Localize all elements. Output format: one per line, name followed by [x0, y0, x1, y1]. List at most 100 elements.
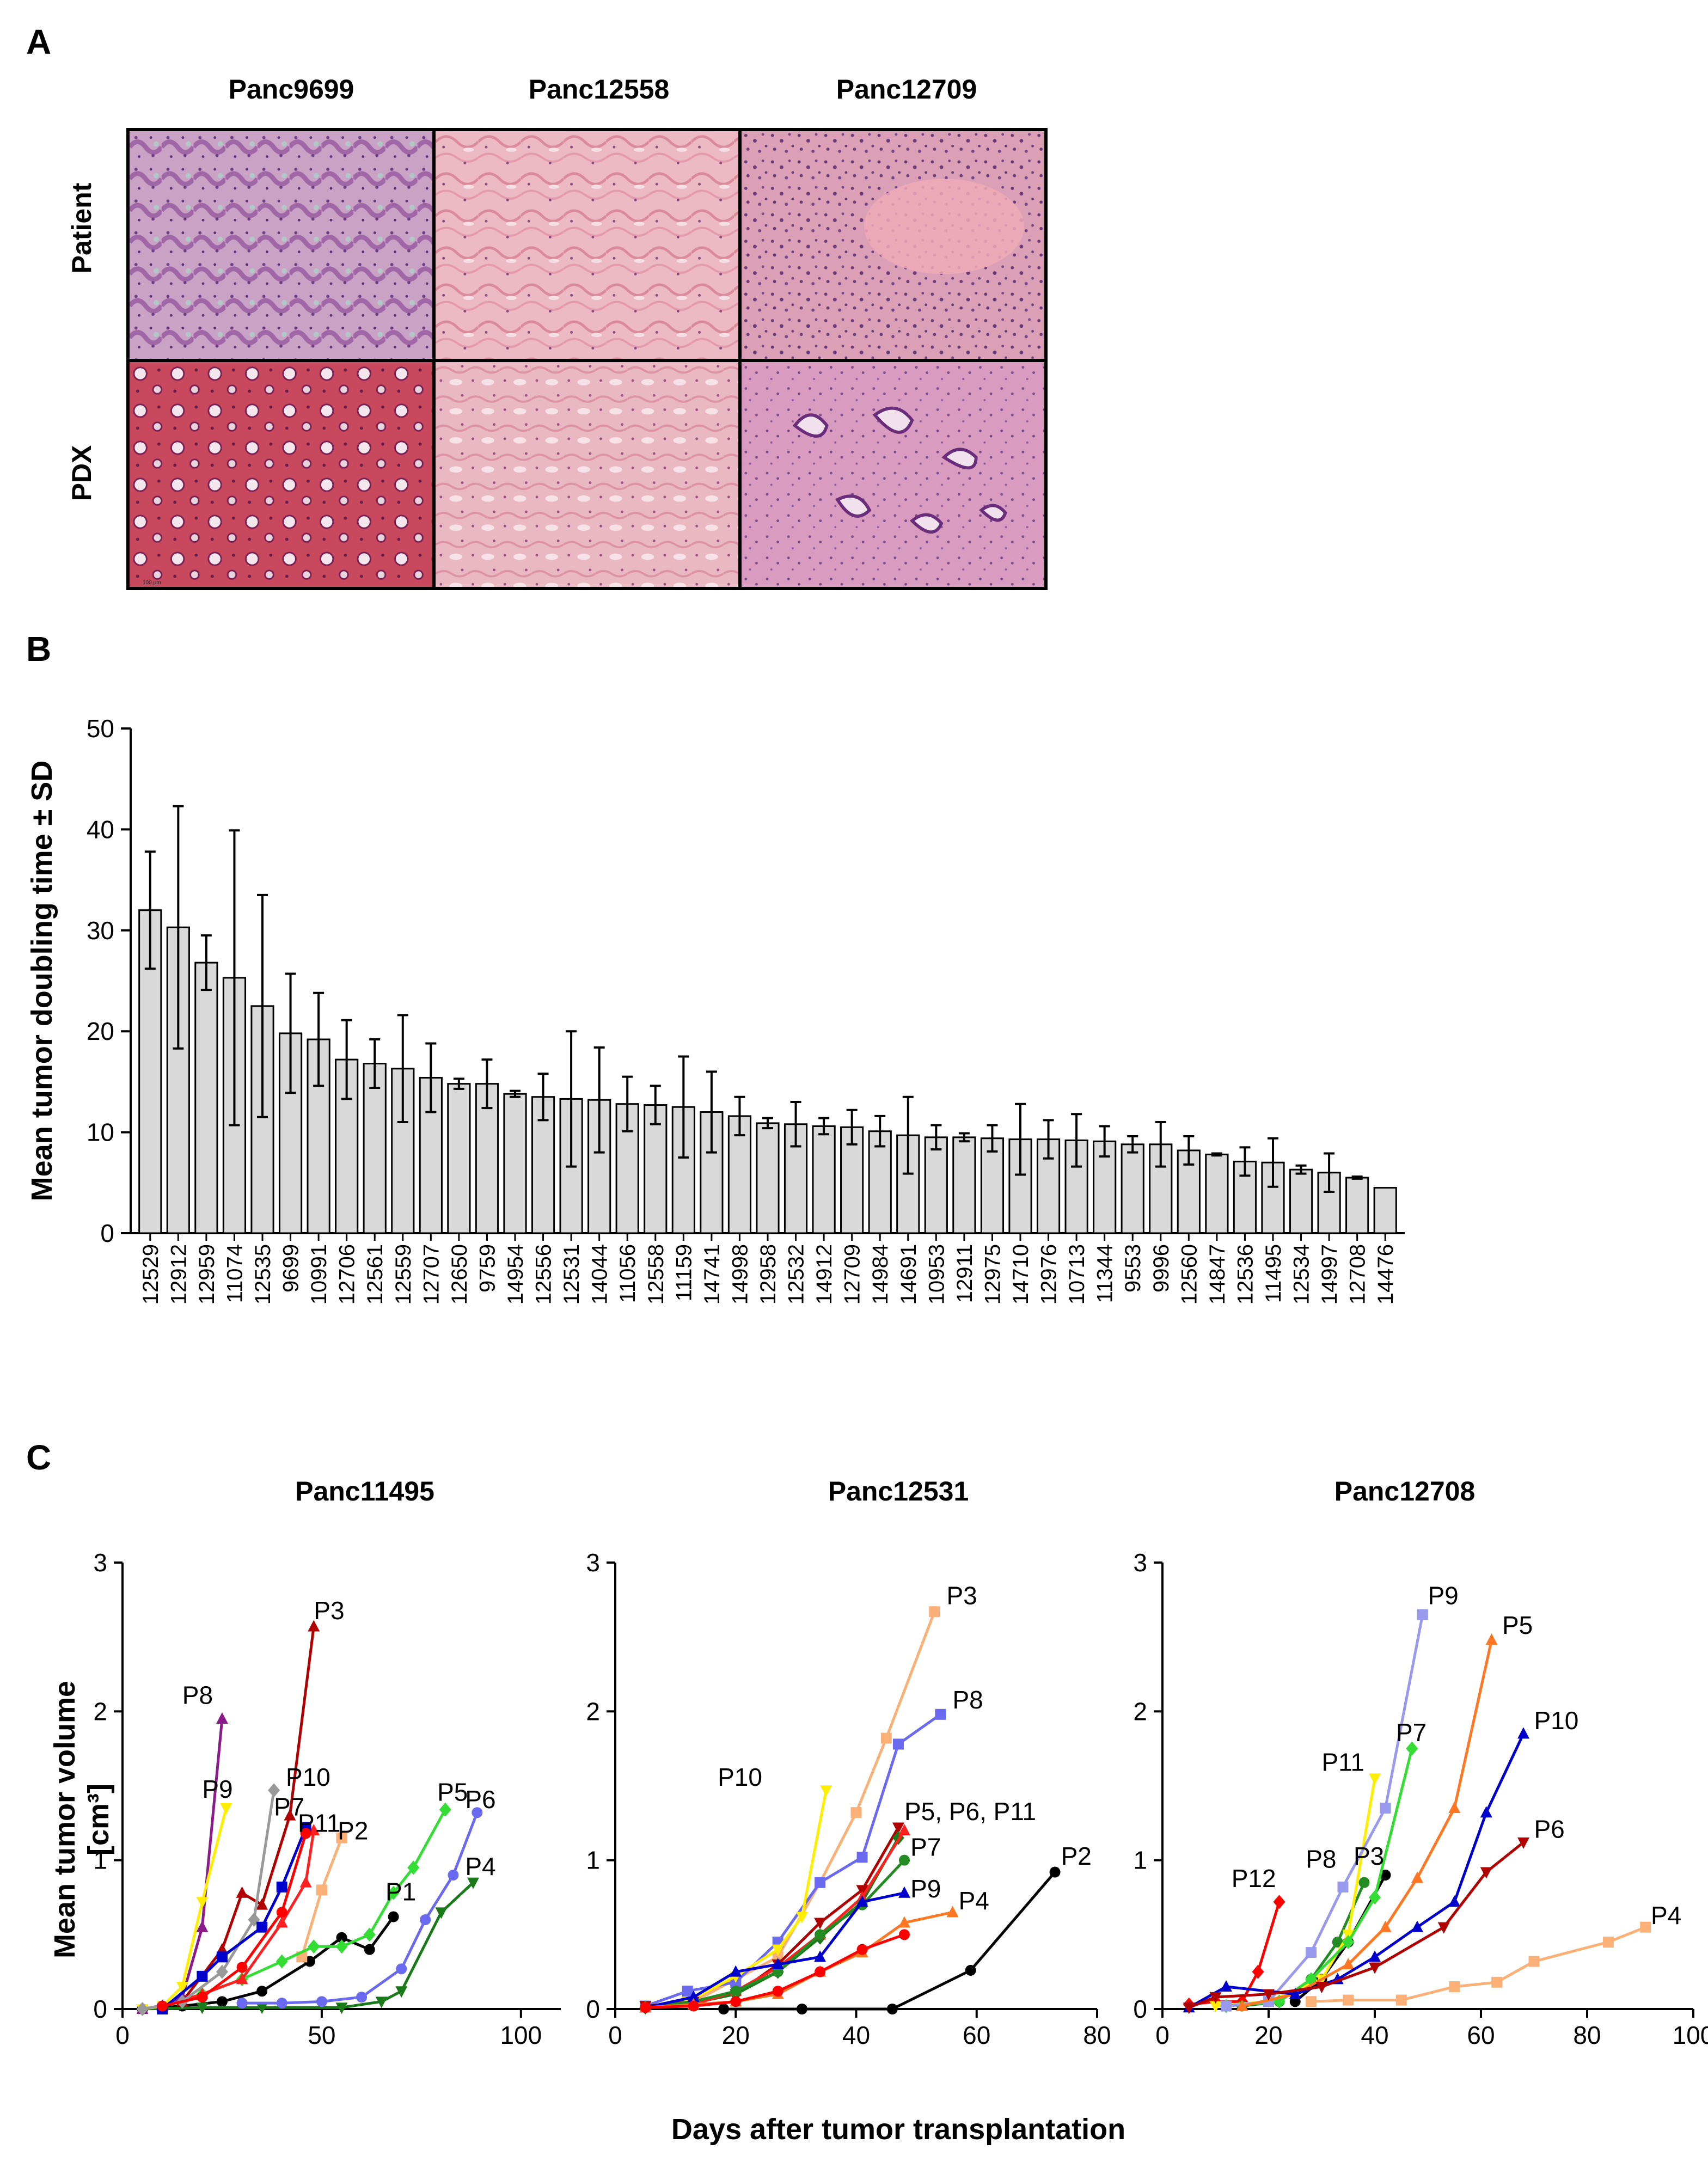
x-tick-label: 14044: [588, 1244, 612, 1305]
histology-patient-panc9699: [126, 128, 436, 362]
data-point: [772, 1958, 784, 1969]
series-p11: [1209, 1773, 1381, 2013]
data-point: [1448, 1802, 1461, 1813]
data-point: [1395, 1994, 1407, 2006]
data-point: [1369, 1950, 1381, 1962]
data-point: [856, 1852, 868, 1863]
series-label: P1: [385, 1877, 416, 1906]
x-tick-label: 50: [308, 2021, 335, 2049]
bar: [307, 1038, 330, 1234]
data-point: [1049, 1866, 1061, 1878]
data-point: [899, 1929, 910, 1940]
x-tick-label: 12912: [167, 1244, 191, 1305]
x-tick-label: 12958: [756, 1244, 780, 1305]
series-label: P2: [1061, 1842, 1092, 1870]
data-point: [299, 1876, 312, 1888]
series-line: [161, 1827, 307, 2010]
data-point: [1369, 1962, 1381, 1974]
y-tick-label: 2: [1133, 1697, 1147, 1725]
data-point: [1528, 1956, 1540, 1967]
series-label: P2: [338, 1816, 368, 1845]
series-p12: [157, 1828, 311, 2012]
y-tick-label: 1: [1133, 1846, 1147, 1875]
data-point: [892, 1738, 904, 1750]
data-point: [276, 1907, 287, 1918]
data-point: [1315, 1982, 1328, 1993]
bar: [1205, 1153, 1229, 1234]
data-point: [216, 1712, 228, 1724]
data-point: [1411, 1920, 1423, 1932]
data-point: [1273, 1994, 1285, 2009]
data-point: [316, 1996, 327, 2007]
series-p4: [1306, 1921, 1651, 2007]
panel-c-y-axis-label: Mean tumor volume [cm³]: [48, 1680, 115, 1959]
data-point: [284, 1809, 296, 1821]
chart-title-panc11495: Panc11495: [295, 1476, 434, 1506]
data-point: [899, 1854, 910, 1866]
histology-patient-panc12558: [432, 128, 742, 362]
series-label: P10: [718, 1763, 762, 1791]
data-point: [300, 1828, 311, 1839]
data-point: [435, 1907, 448, 1919]
series-label: P5: [437, 1778, 468, 1806]
bar: [952, 1136, 976, 1234]
data-point: [815, 1877, 826, 1888]
data-point: [730, 1986, 742, 1997]
series-label: P6: [465, 1785, 495, 1814]
x-tick-label: 80: [1083, 2021, 1111, 2049]
x-tick-label: 11056: [616, 1244, 640, 1303]
series-label: P9: [1428, 1582, 1459, 1610]
series-label: P8: [182, 1681, 213, 1710]
x-tick-label: 12531: [560, 1244, 584, 1305]
data-point: [256, 1921, 268, 1933]
series-p10: [1183, 1727, 1529, 2013]
x-tick-label: 12560: [1177, 1244, 1201, 1305]
series-line: [242, 1812, 479, 2005]
data-point: [375, 1996, 388, 2008]
series-line: [162, 1830, 315, 2007]
series-line: [181, 1626, 315, 2002]
series-label: P9: [202, 1775, 232, 1803]
data-point: [772, 1986, 783, 1997]
histology-patient-panc12709: [738, 128, 1048, 362]
data-point: [197, 1992, 208, 2003]
y-tick-label: 3: [586, 1548, 600, 1577]
data-point: [1369, 1773, 1381, 1785]
y-tick-label: 2: [93, 1697, 107, 1725]
series-label: P4: [1651, 1901, 1681, 1930]
data-point: [850, 1807, 862, 1818]
data-point: [815, 1929, 826, 1940]
x-tick-label: 12708: [1346, 1244, 1370, 1305]
growth-chart-panc12708: 0 1 2 3 0 20 40 60 80 100 P9 P5 P7 P10 P11 P8 P3 P12 P6 P4: [1133, 1548, 1708, 2049]
x-tick-label: 12532: [785, 1244, 809, 1305]
data-point: [1236, 1999, 1248, 2011]
data-point: [688, 2000, 699, 2012]
data-point: [814, 1918, 827, 1930]
data-point: [1491, 1976, 1503, 1988]
data-point: [336, 1932, 347, 1943]
data-point: [395, 1986, 408, 1998]
data-point: [898, 1886, 910, 1898]
x-tick-label: 12559: [391, 1244, 415, 1305]
data-point: [1306, 1996, 1317, 2007]
x-tick-label: 9699: [279, 1244, 303, 1293]
x-tick-label: 12911: [953, 1244, 977, 1303]
data-point: [1437, 1922, 1450, 1934]
x-tick-label: 14997: [1318, 1244, 1342, 1305]
data-point: [197, 1970, 208, 1982]
data-point: [1343, 1994, 1354, 2006]
data-point: [1358, 1877, 1370, 1888]
data-point: [1183, 2002, 1195, 2014]
data-point: [1209, 1992, 1222, 2004]
series-p8: [136, 1712, 228, 2014]
x-tick-label: 11159: [672, 1244, 696, 1301]
x-tick-label: 10953: [925, 1244, 948, 1305]
bar: [1345, 1177, 1369, 1234]
data-point: [1369, 1890, 1381, 1904]
x-tick-label: 60: [963, 2021, 990, 2049]
x-tick-label: 0: [115, 2021, 130, 2049]
data-point: [196, 1920, 209, 1932]
data-point: [236, 1998, 248, 2009]
x-tick-label: 12975: [981, 1244, 1005, 1305]
